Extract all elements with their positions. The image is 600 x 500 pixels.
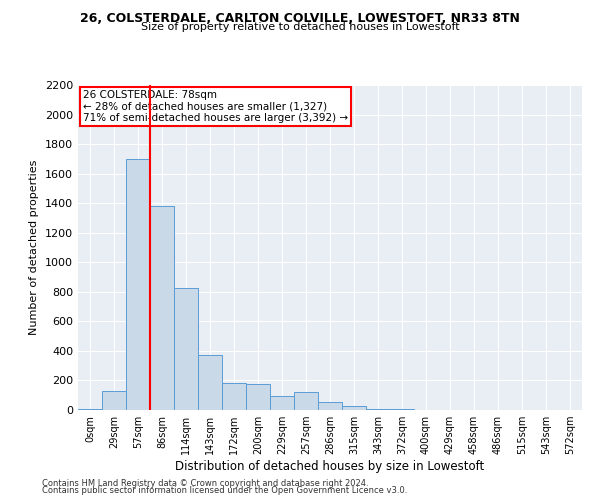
Bar xyxy=(270,396,294,410)
X-axis label: Distribution of detached houses by size in Lowestoft: Distribution of detached houses by size … xyxy=(175,460,485,473)
Bar xyxy=(174,288,198,410)
Bar xyxy=(150,206,174,410)
Bar xyxy=(222,382,246,410)
Text: Contains public sector information licensed under the Open Government Licence v3: Contains public sector information licen… xyxy=(42,486,407,495)
Bar xyxy=(198,354,222,410)
Bar xyxy=(342,406,366,410)
Bar xyxy=(294,392,318,410)
Bar xyxy=(246,384,270,410)
Bar xyxy=(126,159,150,410)
Bar xyxy=(102,391,126,410)
Text: Size of property relative to detached houses in Lowestoft: Size of property relative to detached ho… xyxy=(140,22,460,32)
Text: 26 COLSTERDALE: 78sqm
← 28% of detached houses are smaller (1,327)
71% of semi-d: 26 COLSTERDALE: 78sqm ← 28% of detached … xyxy=(83,90,348,123)
Y-axis label: Number of detached properties: Number of detached properties xyxy=(29,160,40,335)
Bar xyxy=(366,408,390,410)
Text: Contains HM Land Registry data © Crown copyright and database right 2024.: Contains HM Land Registry data © Crown c… xyxy=(42,478,368,488)
Bar xyxy=(318,402,342,410)
Text: 26, COLSTERDALE, CARLTON COLVILLE, LOWESTOFT, NR33 8TN: 26, COLSTERDALE, CARLTON COLVILLE, LOWES… xyxy=(80,12,520,26)
